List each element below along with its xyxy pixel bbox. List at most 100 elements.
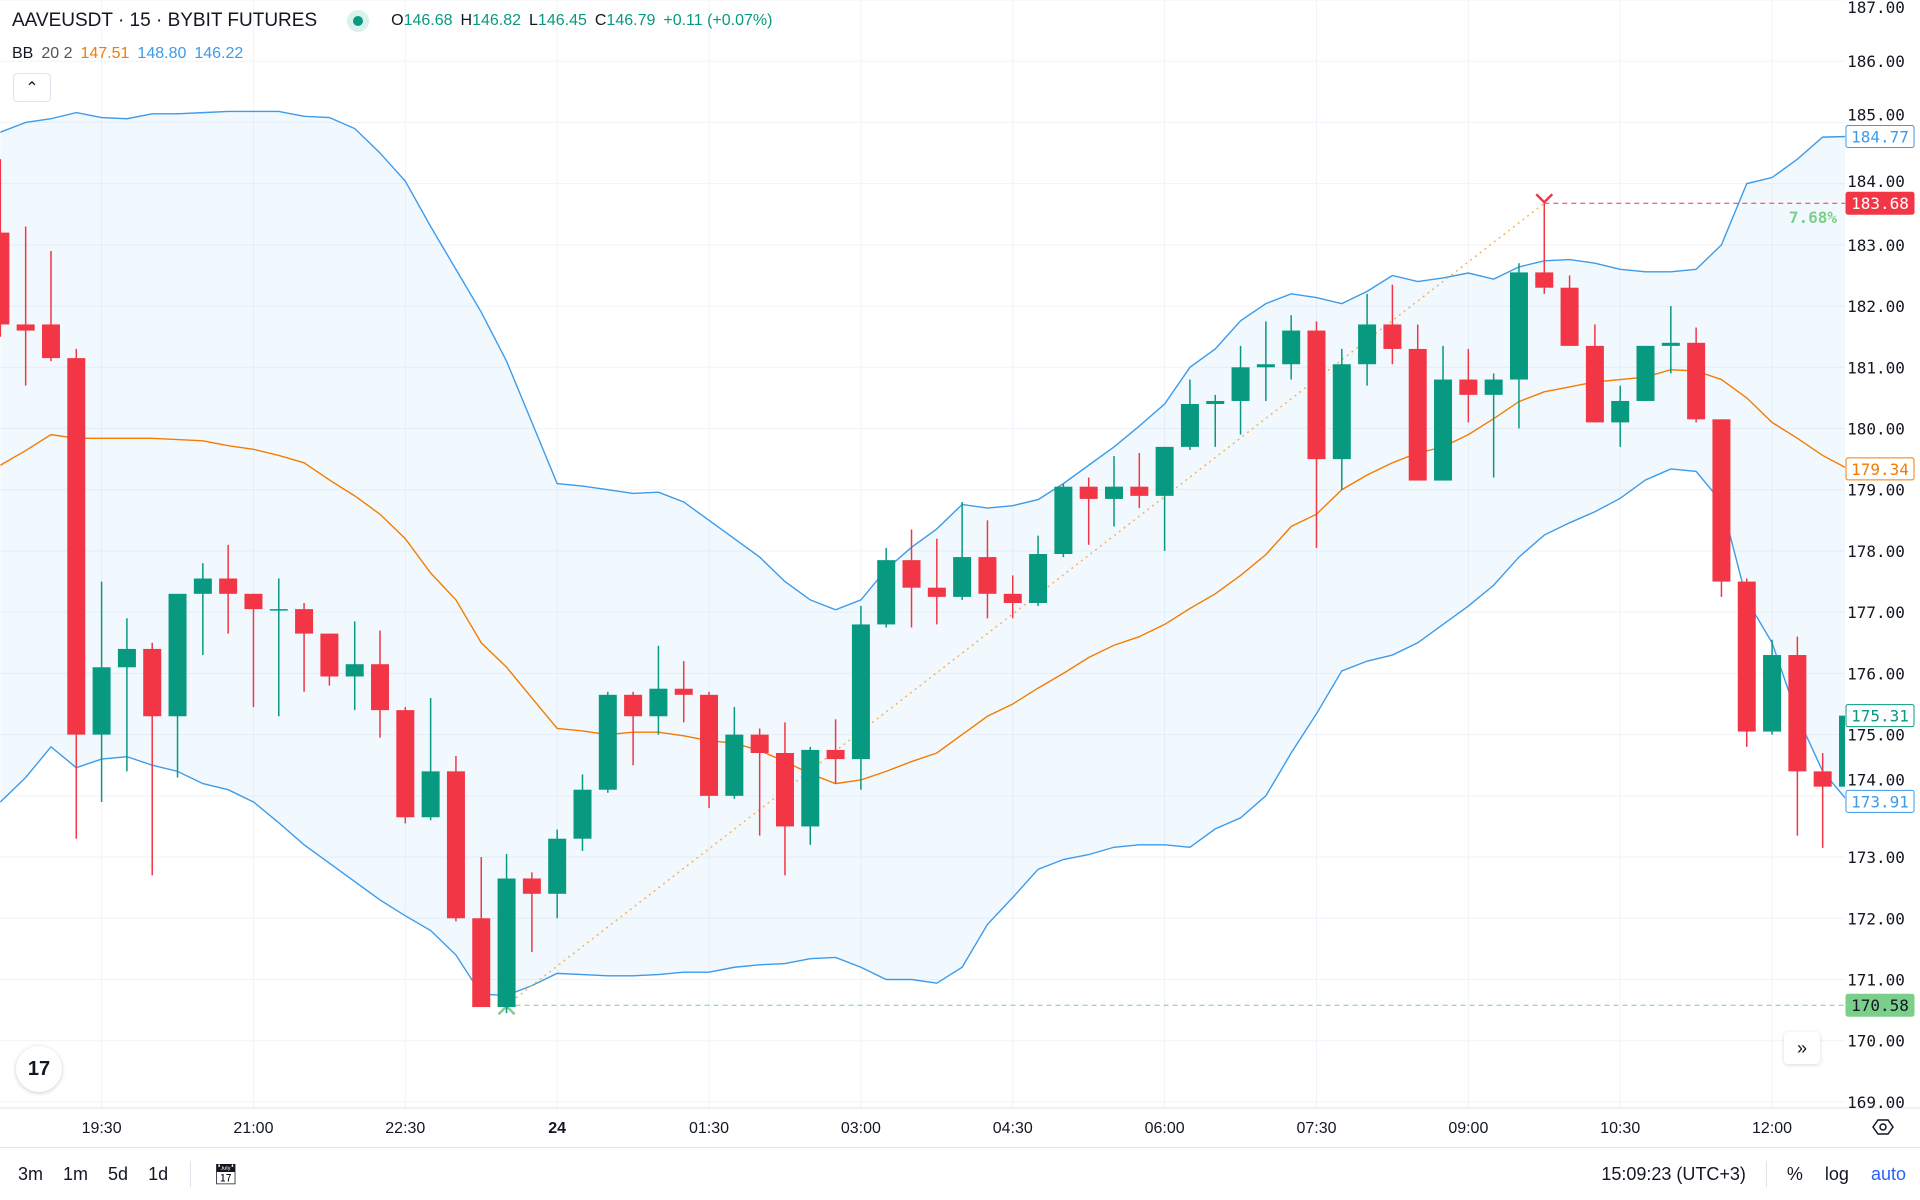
price-tick-label: 183.00 (1847, 236, 1905, 255)
candle (1763, 639, 1782, 735)
candle-body (725, 734, 744, 796)
candle-body (1408, 348, 1427, 481)
candle-body (1358, 324, 1377, 365)
candle (1636, 345, 1655, 401)
time-tick-label: 07:30 (1296, 1120, 1336, 1137)
close-value: 146.79 (606, 12, 656, 29)
bb-legend[interactable]: BB 20 2 147.51 148.80 146.22 (12, 45, 243, 63)
candle-body (117, 648, 136, 668)
candle (269, 578, 288, 717)
price-tick-label: 169.00 (1847, 1093, 1905, 1112)
candle (1180, 379, 1199, 450)
candle (1282, 315, 1301, 380)
market-status-icon[interactable] (347, 10, 370, 32)
candle (320, 633, 339, 686)
high-value: 146.82 (472, 12, 522, 29)
price-label-text: 183.68 (1851, 194, 1909, 213)
candle (446, 756, 465, 922)
ohlc-values: O146.68 H146.82 L146.45 C146.79 +0.11 (+… (391, 12, 772, 30)
bollinger-bands (0, 110, 1849, 997)
candle-body (1535, 272, 1554, 288)
clock-timezone[interactable]: 15:09:23 (UTC+3) (1601, 1163, 1746, 1184)
candle (1687, 327, 1706, 423)
change-value: +0.11 (+0.07%) (663, 12, 773, 29)
candle (750, 728, 769, 836)
candle-body (320, 633, 339, 677)
low-value: 146.45 (537, 12, 587, 29)
candle-body (902, 560, 921, 588)
candle (1332, 348, 1351, 490)
candle-body (421, 771, 440, 818)
auto-scale-toggle[interactable]: auto (1870, 1163, 1906, 1184)
candle-body (978, 557, 997, 594)
price-tick-label: 174.00 (1847, 770, 1905, 789)
collapse-legend-button[interactable]: ⌃ (13, 73, 51, 102)
range-5d[interactable]: 5d (108, 1163, 129, 1184)
chart-settings-icon[interactable] (1872, 1119, 1894, 1135)
candle-body (1256, 364, 1275, 368)
candle (1434, 345, 1453, 481)
candle-body (1307, 330, 1326, 460)
low-label: L (529, 12, 538, 29)
candle-body (1585, 345, 1604, 423)
candle-body (1054, 486, 1073, 555)
time-tick-label: 01:30 (689, 1120, 729, 1137)
candle (927, 538, 946, 625)
price-tick-label: 184.00 (1847, 172, 1905, 191)
time-tick-label: 12:00 (1752, 1120, 1792, 1137)
candle (1813, 752, 1832, 848)
candle-body (67, 358, 86, 735)
price-label-box (1845, 125, 1915, 149)
goto-date-calendar-icon[interactable]: 📅︎ (213, 1163, 239, 1186)
candle-body (295, 609, 314, 634)
bb-basis-line (0, 369, 1849, 785)
candle (117, 618, 136, 772)
candle (168, 593, 187, 778)
price-axis[interactable]: 169.00 170.00 171.00 172.00 173.00 174.00 175.… (0, 0, 1920, 1112)
candle (421, 697, 440, 821)
candle (1105, 456, 1123, 527)
bottom-toolbar: 3m 1m 5d 1d 📅︎ 15:09:23 (UTC+3) % log au… (0, 1147, 1920, 1200)
candle-body (522, 878, 541, 894)
scroll-to-realtime-button[interactable]: » (1784, 1032, 1820, 1064)
candle (775, 722, 794, 876)
time-tick-label: 06:00 (1145, 1120, 1185, 1137)
chevron-up-icon: ⌃ (25, 79, 39, 97)
candle-body (851, 624, 870, 760)
candle-body (472, 918, 491, 1008)
bb-upper-value: 148.80 (137, 45, 187, 62)
candle (193, 563, 212, 656)
time-tick-label: 21:00 (233, 1120, 273, 1137)
candle-body (700, 694, 719, 796)
percent-scale-toggle[interactable]: % (1786, 1163, 1803, 1184)
price-label-box (1845, 457, 1915, 481)
price-label-text: 179.34 (1851, 460, 1909, 479)
candle-body (143, 648, 162, 717)
candle (143, 642, 162, 876)
candle-body (1560, 287, 1579, 346)
range-1m[interactable]: 1m (63, 1163, 89, 1184)
candle (1585, 324, 1604, 423)
candle (1712, 419, 1731, 597)
candle-body (1130, 486, 1149, 496)
candle (801, 746, 820, 845)
candle-body (1509, 272, 1528, 380)
time-tick-label: 04:30 (993, 1120, 1033, 1137)
price-tick-label: 187.00 (1847, 0, 1905, 17)
symbol-title[interactable]: AAVEUSDT · 15 · BYBIT FUTURES (12, 10, 318, 31)
price-label-text: 170.58 (1851, 996, 1909, 1015)
measure-percent-label: 7.68% (1789, 208, 1838, 227)
price-label-text: 173.91 (1851, 792, 1909, 811)
range-3m[interactable]: 3m (18, 1163, 44, 1184)
range-1d[interactable]: 1d (148, 1163, 169, 1184)
candle (1029, 535, 1048, 607)
log-scale-toggle[interactable]: log (1824, 1163, 1849, 1184)
time-axis[interactable]: 19:30 21:00 22:30 24 01:30 03:00 04:30 06:00 07:… (82, 1119, 1894, 1137)
candle-body (598, 694, 617, 790)
candle-body (41, 324, 60, 359)
high-label: H (460, 12, 473, 29)
bb-lower-value: 146.22 (194, 45, 244, 62)
tradingview-logo[interactable]: 17 (16, 1046, 62, 1092)
candle-body (953, 557, 972, 597)
price-chart[interactable]: 7.68% 169.00 170.00 171.00 172.00 173.00 174.… (0, 0, 1920, 1147)
